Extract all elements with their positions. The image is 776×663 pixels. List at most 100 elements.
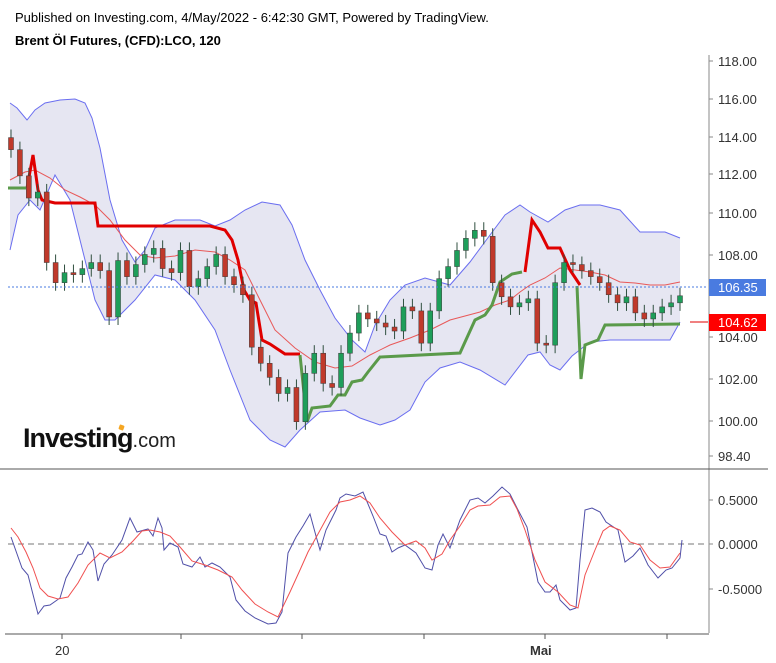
- candle: [641, 312, 648, 320]
- candle: [596, 276, 603, 283]
- oscillator-fast-line: [10, 486, 683, 625]
- candle: [409, 306, 416, 312]
- candle: [356, 312, 362, 334]
- candle: [266, 363, 273, 378]
- candle: [507, 296, 514, 308]
- candle: [88, 262, 95, 269]
- candle: [142, 254, 148, 265]
- candle: [472, 230, 478, 239]
- osc-tick-neg-0-5: -0.5000: [718, 582, 762, 597]
- candle: [133, 264, 139, 277]
- candle: [115, 260, 121, 318]
- candle: [632, 296, 639, 314]
- candle: [61, 272, 68, 283]
- price-axis: 118.00 116.00 114.00 112.00 110.00 108.0…: [709, 54, 758, 464]
- indicator-value-tag: [709, 314, 766, 331]
- sar-bear-line: [25, 154, 300, 356]
- candle: [258, 346, 264, 364]
- candle: [418, 310, 425, 344]
- candle: [650, 312, 656, 320]
- candle: [543, 342, 549, 346]
- candle: [623, 296, 630, 304]
- candle: [427, 310, 433, 344]
- candle: [400, 306, 407, 332]
- candle: [70, 272, 77, 275]
- price-tick-104: 104.00: [718, 330, 758, 345]
- time-tick-20: 20: [55, 643, 69, 658]
- candle: [302, 373, 309, 422]
- oscillator-slow-line: [10, 495, 681, 618]
- investing-logo: Investing.com: [23, 423, 176, 454]
- candle: [338, 352, 344, 388]
- candle: [17, 149, 23, 177]
- price-tick-114: 114.00: [718, 130, 757, 145]
- candle: [436, 278, 442, 312]
- candle: [320, 352, 326, 384]
- osc-tick-0: 0.0000: [718, 537, 758, 552]
- sar-bull-line-3: [575, 285, 681, 380]
- candle: [605, 282, 612, 296]
- candle: [284, 387, 291, 394]
- bollinger-lower: [9, 173, 681, 448]
- candle: [668, 302, 674, 308]
- candle: [588, 270, 594, 277]
- candle: [79, 268, 86, 275]
- candle: [454, 250, 460, 267]
- bollinger-upper: [9, 98, 681, 353]
- candle: [311, 352, 318, 374]
- candle: [159, 248, 166, 269]
- price-tick-110: 110.00: [718, 206, 757, 221]
- osc-tick-0-5: 0.5000: [718, 493, 758, 508]
- candle: [552, 282, 558, 346]
- last-price-tag: [709, 279, 766, 296]
- candle: [106, 270, 112, 318]
- candle: [168, 268, 175, 273]
- candle: [534, 298, 541, 344]
- candle: [195, 278, 202, 287]
- candle: [26, 175, 32, 199]
- last-price-tag-text: 106.35: [718, 280, 758, 295]
- candle: [186, 250, 193, 287]
- bollinger-fill: [10, 99, 680, 447]
- price-tick-108: 108.00: [718, 248, 758, 263]
- candle: [347, 332, 353, 354]
- candle: [373, 318, 380, 324]
- candle: [516, 302, 523, 308]
- candle: [614, 294, 621, 304]
- candle: [52, 262, 59, 283]
- time-tick-mai: Mai: [530, 643, 552, 658]
- candle: [213, 254, 219, 267]
- candle: [43, 191, 50, 263]
- price-tick-102: 102.00: [718, 372, 758, 387]
- candle: [293, 387, 300, 422]
- candle: [177, 250, 184, 273]
- sar-bear-line-2: [523, 215, 582, 286]
- candle: [498, 282, 505, 298]
- candle: [231, 276, 237, 285]
- candle: [204, 266, 210, 279]
- sar-bull-line-2: [298, 270, 523, 423]
- time-axis: 20 Mai: [55, 634, 668, 658]
- candle: [561, 262, 567, 283]
- price-tick-118: 118.00: [718, 54, 757, 69]
- logo-suffix-text: .com: [132, 430, 176, 452]
- candle: [463, 238, 469, 251]
- candle: [570, 262, 576, 265]
- candle: [659, 306, 665, 314]
- candle: [525, 298, 532, 304]
- candle: [222, 254, 228, 277]
- price-tick-112: 112.00: [718, 167, 757, 182]
- candle: [365, 312, 371, 320]
- chart-title: Brent Öl Futures, (CFD):LCO, 120: [15, 33, 221, 48]
- candle: [489, 236, 496, 283]
- candle: [445, 266, 451, 279]
- candle: [249, 294, 255, 348]
- candle: [240, 284, 246, 296]
- candle: [481, 230, 487, 237]
- candle: [124, 260, 130, 277]
- candle: [391, 326, 398, 332]
- candle: [97, 262, 103, 271]
- candle: [150, 248, 157, 255]
- candle: [677, 295, 683, 304]
